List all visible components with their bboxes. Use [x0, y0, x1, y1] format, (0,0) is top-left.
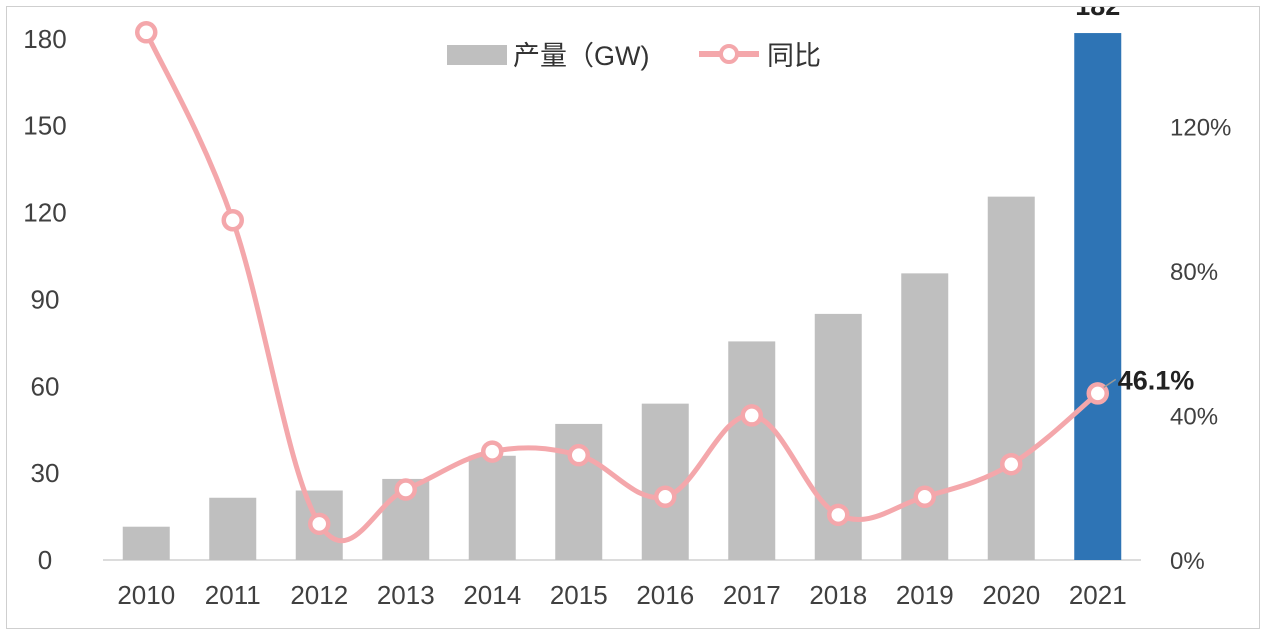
- x-tick-label: 2020: [982, 580, 1040, 610]
- legend-bar-swatch: [447, 45, 507, 65]
- line-point-2018: [827, 503, 850, 527]
- line-point-2021: [1086, 382, 1109, 405]
- yoy-line-path: [143, 31, 1100, 544]
- line-point-2011: [221, 208, 244, 232]
- left-tick-label: 30: [31, 458, 60, 488]
- x-tick-label: 2016: [636, 580, 694, 610]
- line-series: [135, 21, 1109, 544]
- right-tick-label: 120%: [1170, 114, 1231, 141]
- bar-2017: [728, 341, 776, 560]
- bar-2019: [901, 273, 949, 560]
- left-tick-label: 60: [31, 371, 60, 401]
- line-point-2016: [654, 485, 677, 508]
- bar-2016: [641, 403, 689, 560]
- right-tick-label: 0%: [1170, 548, 1205, 575]
- x-tick-label: 2014: [463, 580, 521, 610]
- bar-data-label-2021: 182: [1075, 7, 1120, 21]
- x-axis-ticks: 2010 2011 2012 2013 2014 2015 2016 2017 2018 2019…: [117, 580, 1126, 610]
- line-point-2013: [394, 478, 417, 501]
- bar-2011: [209, 497, 257, 560]
- x-tick-label: 2013: [377, 580, 435, 610]
- x-tick-label: 2010: [117, 580, 175, 610]
- left-tick-label: 120: [23, 198, 66, 228]
- bar-2010: [122, 526, 170, 560]
- legend-bar-label: 产量（GW): [513, 41, 649, 71]
- x-tick-label: 2011: [205, 580, 261, 610]
- line-data-label-leader: [1103, 378, 1117, 389]
- bar-2021: [1074, 33, 1122, 560]
- chart-frame: 产量（GW) 同比 0 30 60 90 120 150 180 0% 40% 80% 120% …: [6, 0, 1260, 629]
- bar-2014: [468, 455, 516, 560]
- line-point-2019: [913, 485, 936, 508]
- x-tick-label: 2012: [290, 580, 348, 610]
- left-axis-ticks: 0 30 60 90 120 150 180: [23, 24, 66, 575]
- x-tick-label: 2021: [1069, 580, 1127, 610]
- right-tick-label: 80%: [1170, 259, 1218, 286]
- left-tick-label: 180: [23, 24, 66, 54]
- legend-line-marker: [719, 44, 739, 64]
- left-tick-label: 90: [31, 284, 60, 314]
- right-axis-ticks: 0% 40% 80% 120%: [1170, 114, 1231, 575]
- line-point-2015: [567, 443, 590, 467]
- x-tick-label: 2018: [809, 580, 867, 610]
- legend-line-label: 同比: [767, 41, 821, 71]
- line-point-2010: [135, 21, 158, 44]
- line-point-2014: [481, 440, 504, 463]
- line-data-label-2021: 46.1%: [1118, 365, 1195, 395]
- line-point-2020: [1000, 452, 1023, 476]
- bar-2020: [987, 196, 1035, 560]
- x-tick-label: 2017: [723, 580, 781, 610]
- x-tick-label: 2015: [550, 580, 608, 610]
- line-point-2017: [740, 404, 763, 427]
- legend: 产量（GW) 同比: [447, 41, 821, 71]
- left-tick-label: 0: [38, 545, 52, 575]
- right-tick-label: 40%: [1170, 403, 1218, 430]
- x-tick-label: 2019: [896, 580, 954, 610]
- line-point-2012: [308, 512, 331, 536]
- left-tick-label: 150: [23, 111, 66, 141]
